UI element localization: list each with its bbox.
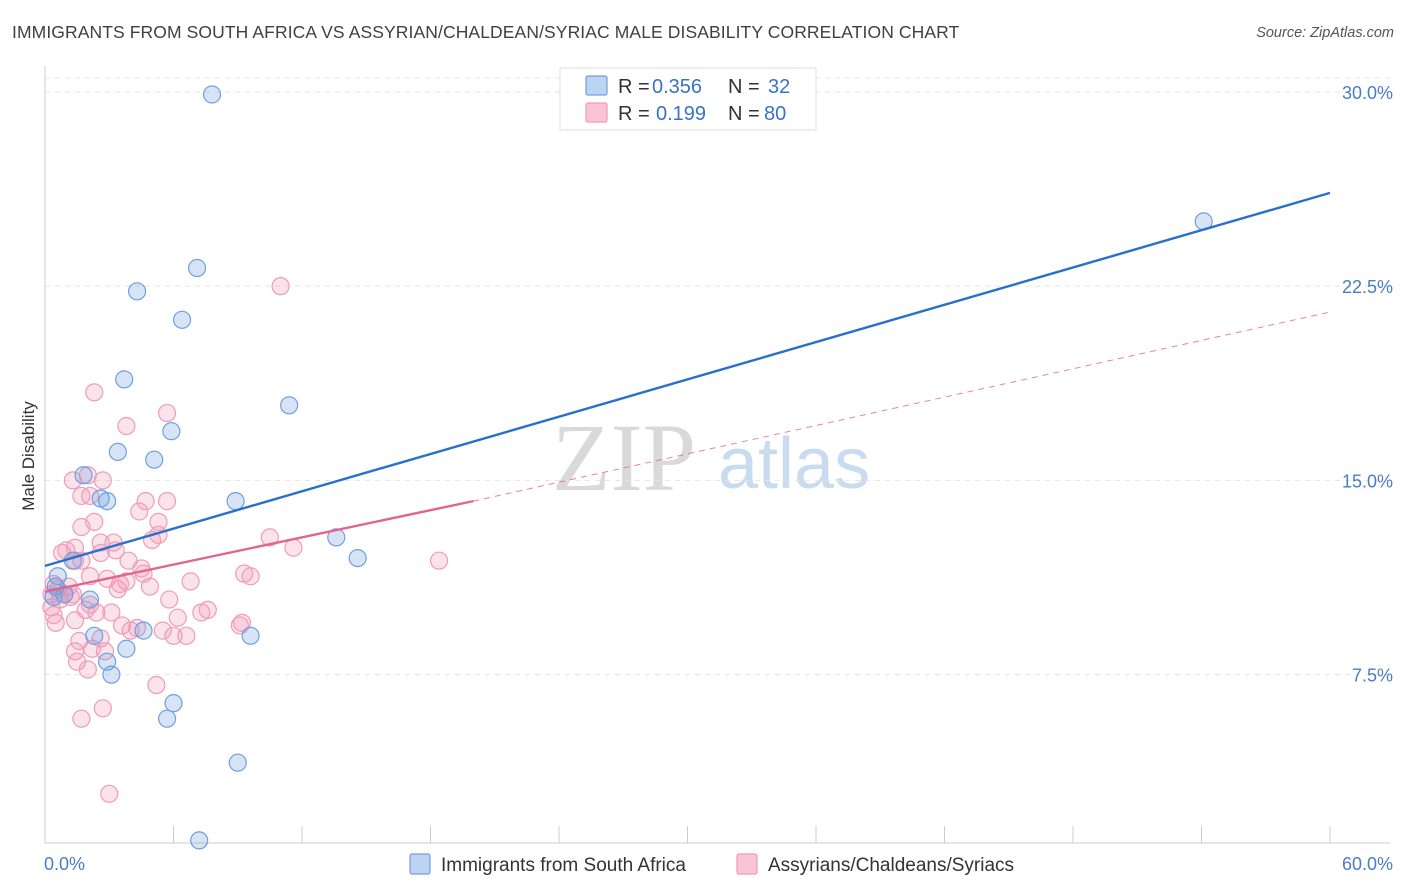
point-assyrians — [46, 613, 65, 632]
point-assyrians — [100, 784, 119, 803]
stats-legend: R = 0.356 N = 32 R = 0.199 N = 80 — [559, 67, 817, 131]
legend-n-value-2: 80 — [764, 103, 786, 125]
point-south-africa — [55, 585, 74, 604]
point-assyrians — [93, 471, 112, 490]
point-south-africa — [117, 639, 136, 658]
legend-r-label-2: R = — [618, 103, 650, 125]
y-tick-label: 7.5% — [1352, 666, 1393, 686]
point-south-africa — [162, 422, 181, 441]
point-south-africa — [85, 626, 104, 645]
bottom-legend-swatch-pink — [736, 853, 758, 875]
point-assyrians — [181, 572, 200, 591]
point-south-africa — [187, 258, 207, 278]
bottom-legend-label-1: Immigrants from South Africa — [441, 855, 686, 876]
point-south-africa — [102, 665, 121, 684]
point-south-africa — [327, 528, 346, 547]
point-assyrians — [117, 416, 136, 436]
point-assyrians — [260, 528, 279, 547]
point-assyrians — [284, 538, 303, 557]
point-assyrians — [241, 567, 260, 586]
trend-line-assyrians-extension — [473, 311, 1331, 502]
point-south-africa — [190, 831, 209, 850]
y-axis-title: Male Disability — [19, 401, 38, 511]
legend-n-value-1: 32 — [768, 76, 790, 98]
trend-lines — [44, 191, 1331, 593]
point-assyrians — [177, 626, 196, 645]
point-assyrians — [147, 675, 166, 695]
point-south-africa — [164, 694, 183, 713]
point-assyrians — [112, 616, 132, 635]
point-south-africa — [108, 442, 127, 462]
legend-r-label-1: R = — [618, 76, 650, 98]
point-south-africa — [202, 85, 222, 104]
point-assyrians — [157, 492, 177, 511]
bottom-legend-label-2: Assyrians/Chaldeans/Syriacs — [768, 855, 1014, 876]
point-south-africa — [228, 753, 247, 772]
source-label: Source: ZipAtlas.com — [1256, 25, 1394, 41]
point-assyrians — [85, 512, 104, 531]
point-assyrians — [140, 577, 160, 596]
point-assyrians — [102, 603, 121, 622]
watermark-zip: ZIP — [552, 404, 696, 511]
legend-r-value-2: 0.199 — [656, 103, 706, 125]
legend-n-label-1: N = — [728, 76, 760, 98]
axis-ticks: 7.5% 15.0% 22.5% 30.0% 0.0% 60.0% — [44, 83, 1393, 874]
point-assyrians — [157, 403, 177, 423]
point-south-africa — [226, 492, 245, 511]
x-tick-label: 60.0% — [1342, 854, 1393, 874]
point-assyrians — [160, 590, 179, 609]
point-assyrians — [271, 277, 290, 296]
point-south-africa — [134, 621, 153, 640]
point-assyrians — [136, 492, 155, 511]
point-south-africa — [172, 310, 192, 329]
point-south-africa — [127, 282, 147, 301]
trend-line-south-africa — [44, 191, 1331, 568]
series-assyrians-points — [42, 277, 449, 803]
point-assyrians — [153, 621, 172, 640]
point-south-africa — [74, 466, 93, 485]
point-assyrians — [85, 383, 104, 402]
bottom-legend-swatch-blue — [409, 853, 431, 875]
point-assyrians — [93, 699, 112, 718]
grid-lines — [45, 77, 1390, 676]
point-assyrians — [78, 660, 97, 679]
legend-n-label-2: N = — [728, 103, 760, 125]
y-tick-label: 30.0% — [1342, 83, 1393, 103]
point-assyrians — [168, 608, 187, 627]
legend-r-value-1: 0.356 — [652, 76, 702, 98]
trend-line-assyrians — [44, 499, 474, 593]
point-south-africa — [80, 590, 100, 609]
point-south-africa — [241, 626, 260, 645]
point-south-africa — [48, 567, 67, 586]
axes — [44, 66, 1390, 844]
y-tick-label: 15.0% — [1342, 471, 1393, 491]
point-assyrians — [429, 551, 449, 570]
point-assyrians — [164, 626, 183, 645]
point-south-africa — [115, 370, 134, 389]
point-south-africa — [348, 548, 367, 568]
series-legend: Immigrants from South Africa Assyrians/C… — [409, 853, 1014, 876]
point-south-africa — [98, 492, 117, 511]
point-south-africa — [280, 396, 299, 415]
x-tick-label: 0.0% — [44, 854, 85, 874]
point-south-africa — [145, 450, 164, 469]
series-south-africa-points — [44, 85, 1213, 850]
chart-title: IMMIGRANTS FROM SOUTH AFRICA VS ASSYRIAN… — [12, 22, 960, 42]
legend-swatch-blue — [585, 75, 608, 96]
point-assyrians — [117, 572, 136, 591]
point-assyrians — [130, 502, 149, 521]
point-south-africa — [157, 709, 177, 728]
point-assyrians — [91, 533, 110, 552]
watermark-atlas: atlas — [718, 424, 870, 504]
point-assyrians — [80, 486, 100, 506]
point-assyrians — [149, 512, 168, 531]
y-tick-label: 22.5% — [1342, 277, 1393, 297]
point-assyrians — [198, 600, 217, 620]
point-assyrians — [72, 709, 91, 728]
point-assyrians — [232, 613, 252, 632]
legend-swatch-pink — [585, 102, 608, 123]
